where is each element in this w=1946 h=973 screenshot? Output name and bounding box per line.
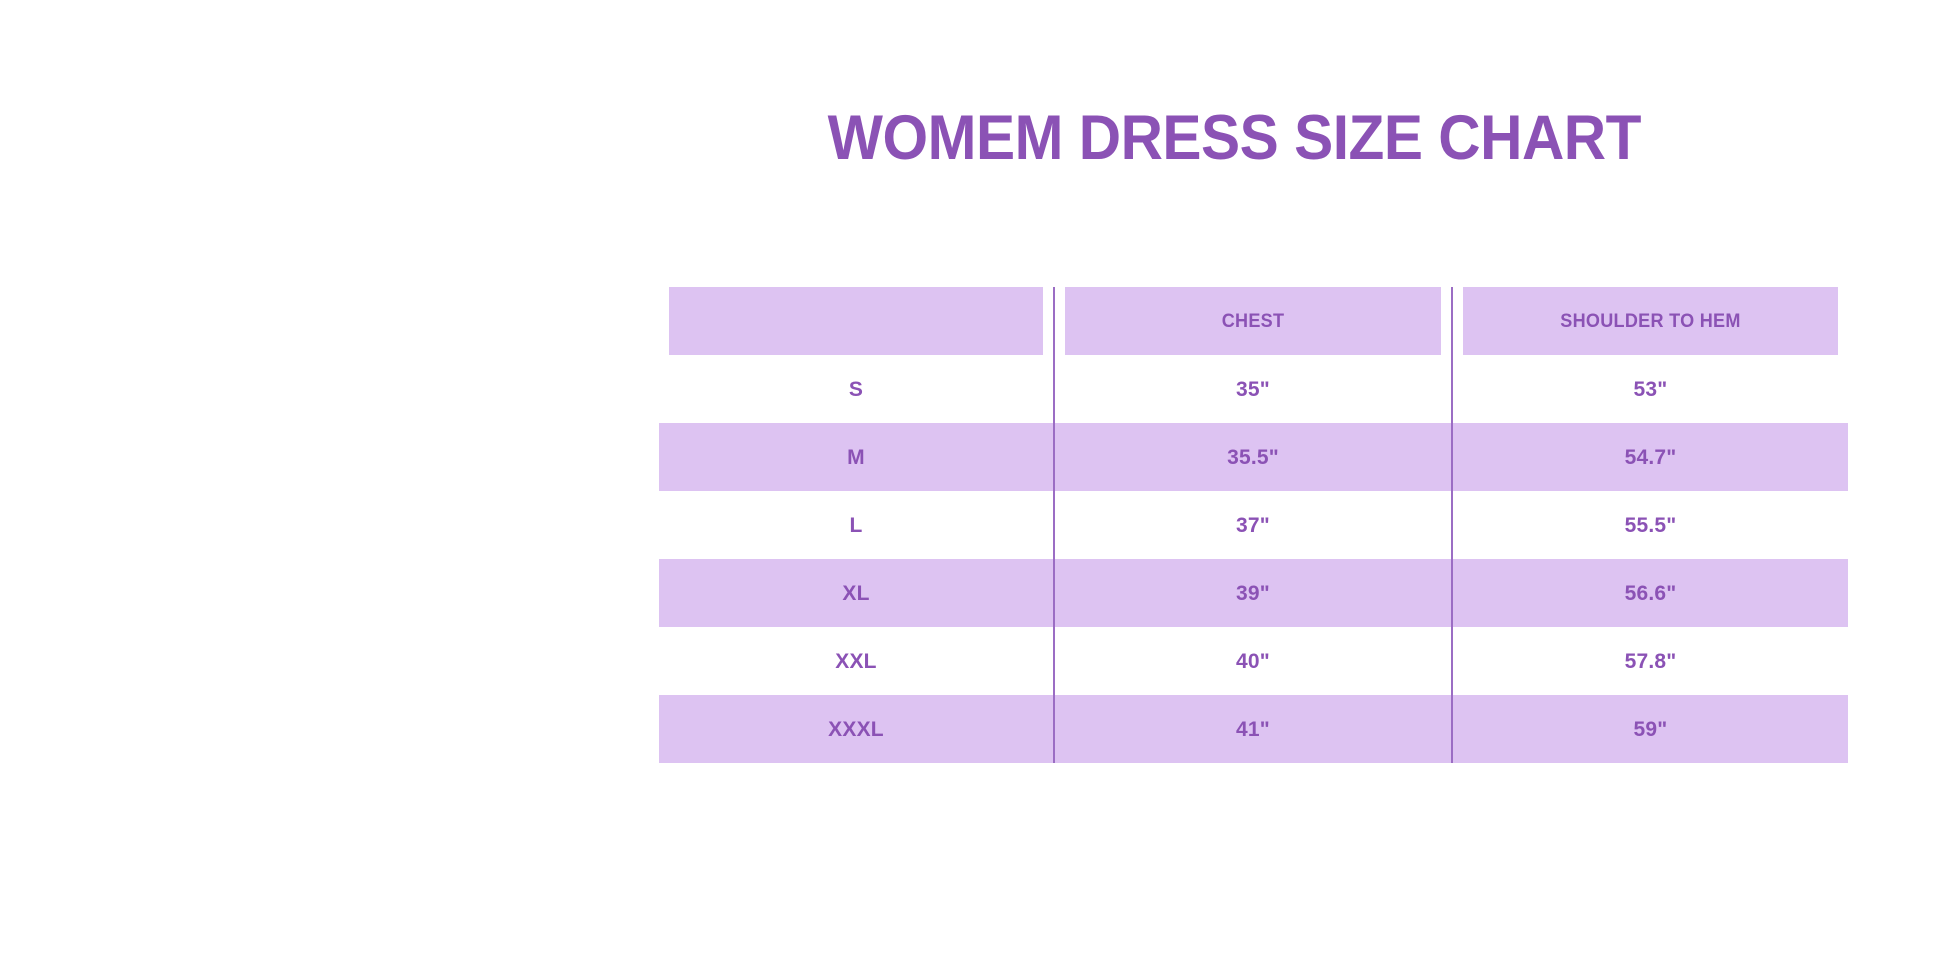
column-header-chest: CHEST: [1062, 287, 1443, 355]
cell-size: XL: [659, 559, 1054, 627]
cell-chest: 35.5": [1053, 423, 1452, 491]
table-row: XXXL 41" 59": [659, 695, 1848, 763]
cell-chest: 37": [1053, 491, 1452, 559]
cell-shoulder-to-hem: 57.8": [1451, 627, 1848, 695]
cell-shoulder-to-hem: 54.7": [1451, 423, 1848, 491]
cell-shoulder-to-hem: 59": [1451, 695, 1848, 763]
cell-size: XXXL: [659, 695, 1054, 763]
table-row: XL 39" 56.6": [659, 559, 1848, 627]
cell-chest: 39": [1053, 559, 1452, 627]
size-chart-table: CHEST SHOULDER TO HEM S 35" 53" M 35.5" …: [659, 287, 1848, 763]
column-header-shoulder-to-hem: SHOULDER TO HEM: [1460, 287, 1839, 355]
cell-shoulder-to-hem: 55.5": [1451, 491, 1848, 559]
cell-shoulder-to-hem: 56.6": [1451, 559, 1848, 627]
cell-chest: 35": [1053, 355, 1452, 423]
table-row: M 35.5" 54.7": [659, 423, 1848, 491]
table-row: XXL 40" 57.8": [659, 627, 1848, 695]
cell-size: XXL: [659, 627, 1054, 695]
cell-chest: 40": [1053, 627, 1452, 695]
table-header-row: CHEST SHOULDER TO HEM: [659, 287, 1848, 355]
cell-size: M: [659, 423, 1054, 491]
cell-shoulder-to-hem: 53": [1451, 355, 1848, 423]
cell-size: L: [659, 491, 1054, 559]
table-body: S 35" 53" M 35.5" 54.7" L 37" 55.5" XL 3…: [659, 355, 1848, 763]
cell-size: S: [659, 355, 1054, 423]
table-row: S 35" 53": [659, 355, 1848, 423]
page-title: WOMEM DRESS SIZE CHART: [827, 103, 1642, 174]
cell-chest: 41": [1053, 695, 1452, 763]
table-header: CHEST SHOULDER TO HEM: [659, 287, 1848, 355]
column-header-size: [668, 287, 1045, 355]
table-row: L 37" 55.5": [659, 491, 1848, 559]
size-chart-container: CHEST SHOULDER TO HEM S 35" 53" M 35.5" …: [659, 287, 1848, 763]
